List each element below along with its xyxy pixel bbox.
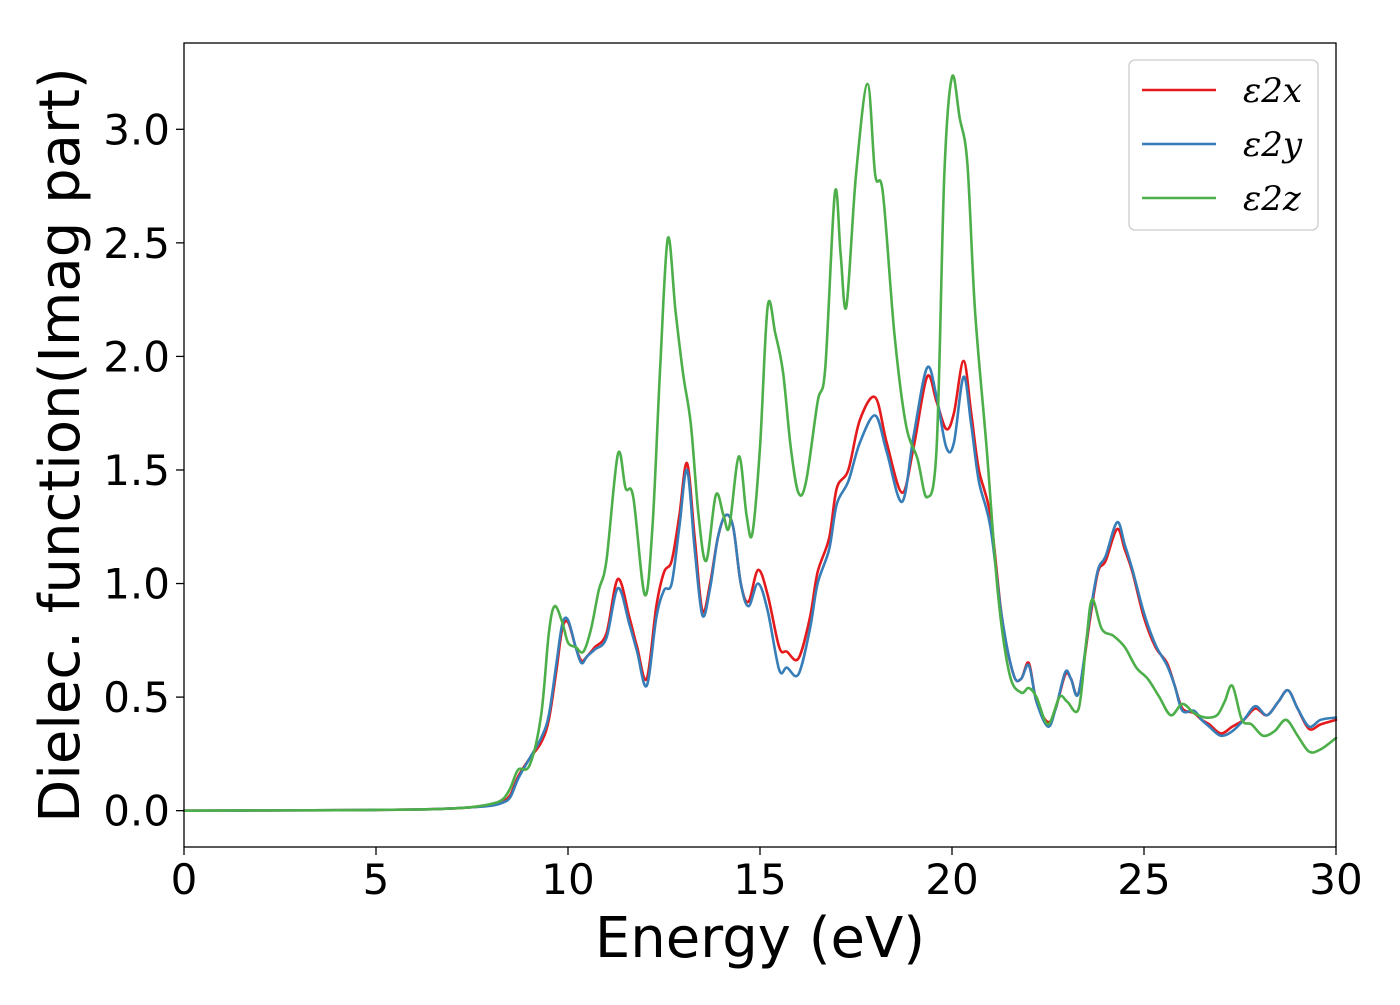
- series-line-2: [182, 365, 1338, 812]
- legend-label-1: ε2x: [1243, 71, 1302, 111]
- x-tick-label: 15: [733, 855, 786, 904]
- x-axis-title: Energy (eV): [595, 906, 925, 971]
- x-tick-label: 0: [171, 855, 198, 904]
- y-tick-label: 2.0: [103, 332, 170, 381]
- legend-label-2: ε2y: [1243, 125, 1303, 165]
- legend-entries: ε2x ε2y ε2z: [1142, 71, 1303, 219]
- legend: ε2x ε2y ε2z: [1128, 59, 1319, 231]
- legend-box: [1128, 59, 1319, 231]
- y-tick-label: 0.5: [103, 673, 170, 722]
- x-tick-label: 25: [1117, 855, 1170, 904]
- y-tick-label: 1.0: [103, 560, 170, 609]
- y-tick-label: 2.5: [103, 219, 170, 268]
- y-axis-title: Dielec. function(Imag part): [28, 67, 93, 823]
- x-tick-label: 20: [925, 855, 978, 904]
- y-tick-label: 1.5: [103, 446, 170, 495]
- x-tick-label: 10: [541, 855, 594, 904]
- y-axis-ticks: 0.0 0.5 1.0 1.5 2.0 2.5 3.0: [103, 105, 184, 836]
- legend-label-3: ε2z: [1243, 179, 1302, 219]
- x-tick-label: 30: [1309, 855, 1362, 904]
- y-tick-label: 0.0: [103, 787, 170, 836]
- series-line-3: [182, 74, 1338, 812]
- series-layer: [182, 74, 1338, 812]
- x-tick-label: 5: [363, 855, 390, 904]
- x-axis-ticks: 0 5 10 15 20 25 30: [171, 847, 1363, 904]
- y-tick-label: 3.0: [103, 105, 170, 154]
